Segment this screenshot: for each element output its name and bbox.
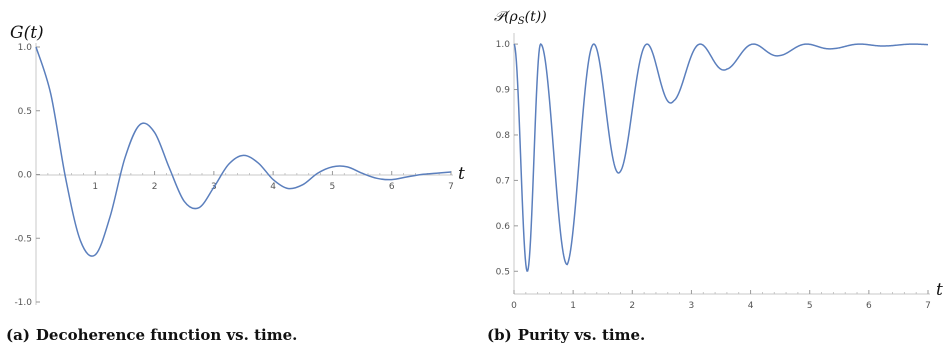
chart-a-y-tick-label: -1.0 <box>14 298 32 308</box>
chart-a-y-tick-label: 1.0 <box>18 43 33 53</box>
chart-b-x-tick-label: 0 <box>511 301 517 311</box>
chart-a-y-tick-label: 0.5 <box>18 107 32 117</box>
chart-b-x-axis-label: t <box>936 280 943 300</box>
chart-a-x-tick-label: 5 <box>330 182 336 192</box>
caption-a-text: Decoherence function vs. time. <box>35 326 298 344</box>
chart-b-x-tick-label: 6 <box>866 301 872 311</box>
chart-b-y-tick-label: 1.0 <box>496 40 511 50</box>
chart-a-y-tick-label: -0.5 <box>14 234 32 244</box>
chart-b-x-tick-label: 5 <box>807 301 813 311</box>
chart-a-decoherence: 1.00.50.0-0.5-1.01 2 3 4 5 6 7G(t)t <box>10 23 465 308</box>
caption-a-tag: (a) <box>6 326 30 344</box>
chart-a-y-axis-label: G(t) <box>10 23 44 43</box>
chart-a-x-tick-label: 1 <box>92 182 98 192</box>
chart-b-purity: 1.0 0.9 0.8 0.7 0.6 0.5 0 1 2 3 4 5 6 7 𝒫(ρS(t)) t <box>494 9 943 311</box>
caption-b: (b) Purity vs. time. <box>487 326 645 344</box>
chart-a-x-tick-label: 7 <box>448 182 454 192</box>
chart-b-x-tick-label: 3 <box>689 301 695 311</box>
chart-b-y-tick-label: 0.8 <box>496 131 511 141</box>
chart-b-y-tick-label: 0.5 <box>496 267 510 277</box>
chart-b-x-tick-label: 7 <box>925 301 931 311</box>
caption-b-tag: (b) <box>487 326 512 344</box>
caption-b-text: Purity vs. time. <box>517 326 646 344</box>
chart-b-y-tick-label: 0.9 <box>496 86 511 96</box>
chart-a-x-tick-label: 2 <box>152 182 158 192</box>
caption-a: (a) Decoherence function vs. time. <box>6 326 297 344</box>
chart-b-series-line <box>513 43 929 272</box>
chart-b-x-tick-label: 4 <box>748 301 754 311</box>
chart-a-x-tick-label: 4 <box>270 182 276 192</box>
chart-a-x-axis-label: t <box>458 164 465 184</box>
chart-a-x-tick-label: 6 <box>389 182 395 192</box>
chart-b-y-tick-label: 0.7 <box>496 176 510 186</box>
chart-b-y-axis-label: 𝒫(ρS(t)) <box>494 9 547 27</box>
chart-a-series-line <box>35 46 452 257</box>
chart-b-y-tick-label: 0.6 <box>496 222 511 232</box>
chart-b-x-tick-label: 2 <box>629 301 635 311</box>
chart-b-x-tick-label: 1 <box>570 301 576 311</box>
chart-a-y-tick-label: 0.0 <box>18 171 33 181</box>
